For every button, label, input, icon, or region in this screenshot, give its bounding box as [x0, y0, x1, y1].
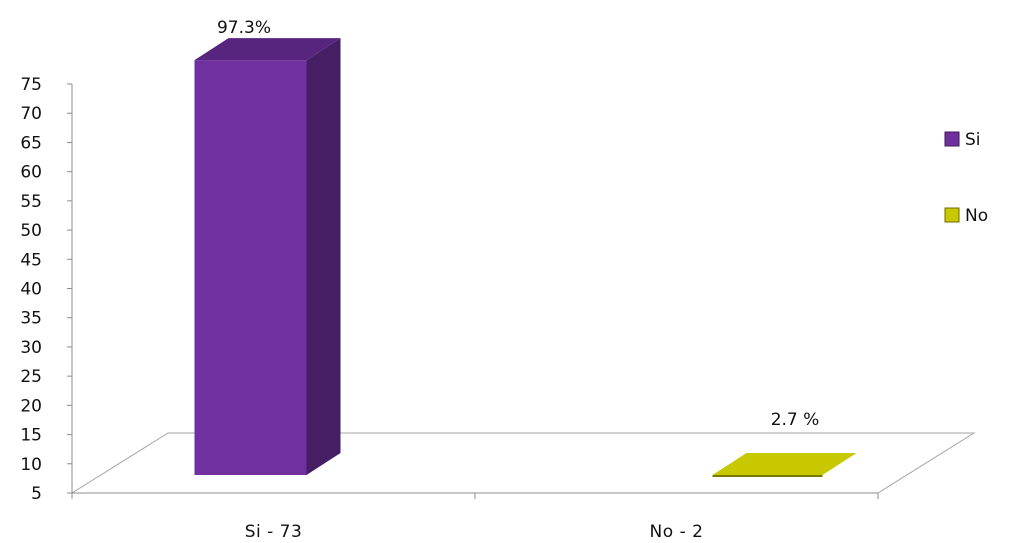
y-tick-label: 75 — [20, 75, 42, 95]
data-labels: 97.3% 2.7 % — [217, 18, 819, 430]
y-tick-label: 60 — [20, 163, 42, 183]
data-label: 2.7 % — [771, 410, 820, 430]
x-tick-label: No - 2 — [650, 522, 704, 542]
legend-label-si: Si — [965, 130, 981, 150]
legend-swatch-no — [944, 207, 960, 223]
y-tick-label: 15 — [20, 426, 42, 446]
y-tick-label: 40 — [20, 280, 42, 300]
x-tick-label: Si - 73 — [245, 522, 303, 542]
bars — [194, 38, 857, 477]
y-tick-label: 70 — [20, 104, 42, 124]
y-tick-label: 55 — [20, 192, 42, 212]
bar-no-front — [712, 475, 823, 477]
y-tick-label: 50 — [20, 221, 42, 241]
bar-si-side — [306, 38, 341, 476]
y-tick-label: 35 — [20, 309, 42, 329]
y-tick-label: 10 — [20, 455, 42, 475]
y-tick-label: 5 — [31, 484, 42, 504]
axes: 5 10 15 20 25 30 35 40 45 50 55 60 65 70 75 Si - 73 No -… — [20, 75, 879, 542]
bar-si-top — [194, 38, 341, 61]
y-tick-label: 45 — [20, 250, 42, 270]
y-tick-label: 25 — [20, 367, 42, 387]
legend-swatch-si — [944, 131, 960, 147]
y-tick-label: 65 — [20, 133, 42, 153]
legend-label-no: No — [965, 206, 988, 226]
legend: Si No — [944, 130, 988, 226]
bar-si-front — [194, 60, 307, 476]
data-label: 97.3% — [217, 18, 271, 38]
bar-no-top — [712, 453, 857, 475]
y-tick-label: 30 — [20, 338, 42, 358]
y-tick-label: 20 — [20, 396, 42, 416]
